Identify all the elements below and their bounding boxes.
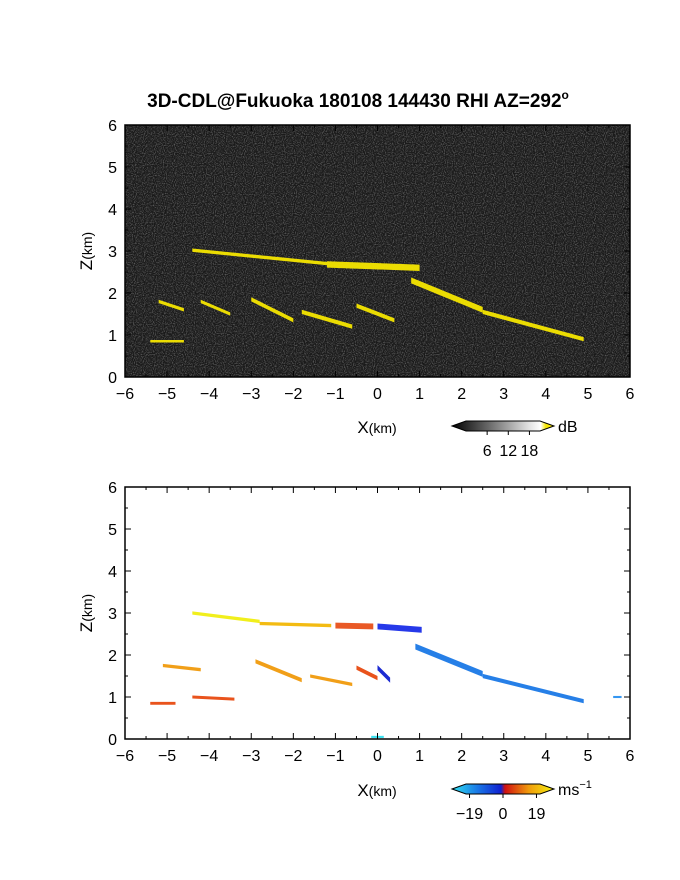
velocity-x-tick-label: 2 <box>457 748 466 765</box>
velocity-x-tick-label: 6 <box>626 748 635 765</box>
velocity-echo-4-1 <box>482 673 584 704</box>
reflectivity-echo-2-0 <box>251 297 294 323</box>
reflectivity-y-tick-label: 5 <box>108 160 117 177</box>
reflectivity-x-tick-label: 5 <box>583 386 592 403</box>
reflectivity-y-tick-labels: 0 1 2 3 4 5 6 <box>108 118 117 387</box>
reflectivity-colorbar-ticks: 6 12 18 <box>483 431 539 460</box>
velocity-y-tick-labels: 0 1 2 3 4 5 6 <box>108 480 117 749</box>
chart-title: 3D-CDL@Fukuoka 180108 144430 RHI AZ=292o <box>147 88 569 112</box>
velocity-echoes <box>150 611 622 738</box>
reflectivity-echo-1-1 <box>482 309 584 342</box>
reflectivity-x-tick-label: −6 <box>116 386 134 403</box>
velocity-echo-4-0 <box>415 643 483 677</box>
velocity-x-tick-label: 1 <box>415 748 424 765</box>
reflectivity-echo-0-0 <box>192 248 327 266</box>
reflectivity-x-tick-label: −5 <box>158 386 176 403</box>
velocity-y-axis-label: Z(km) <box>77 594 96 632</box>
reflectivity-echoes <box>150 248 584 343</box>
velocity-y-tick-label: 0 <box>108 732 117 749</box>
velocity-ticks <box>124 486 631 740</box>
reflectivity-colorbar-unit: dB <box>558 419 578 436</box>
velocity-x-tick-label: −6 <box>116 748 134 765</box>
velocity-colorbar-tick-label: −19 <box>456 806 483 823</box>
velocity-echo-6-0 <box>356 665 378 681</box>
reflectivity-colorbar: 6 12 18 dB <box>450 419 578 460</box>
velocity-y-tick-label: 1 <box>108 690 117 707</box>
velocity-echo-7-0 <box>377 665 391 683</box>
reflectivity-x-tick-label: 4 <box>541 386 550 403</box>
reflectivity-x-tick-label: 1 <box>415 386 424 403</box>
velocity-x-tick-labels: −6 −5 −4 −3 −2 −1 0 1 2 3 4 5 6 <box>116 748 635 765</box>
reflectivity-colorbar-tick-label: 12 <box>499 443 517 460</box>
velocity-echo-3-0 <box>377 623 422 633</box>
reflectivity-echo-2-2 <box>356 303 395 323</box>
velocity-colorbar: −19 0 19 ms−1 <box>450 779 592 823</box>
reflectivity-x-tick-label: 2 <box>457 386 466 403</box>
reflectivity-y-tick-label: 3 <box>108 244 117 261</box>
reflectivity-echo-2-5 <box>150 340 184 343</box>
reflectivity-echo-2-1 <box>301 309 353 329</box>
reflectivity-colorbar-bar <box>450 420 556 432</box>
velocity-echo-0-0 <box>192 611 260 624</box>
reflectivity-echo-2-4 <box>158 299 184 312</box>
reflectivity-echo-2-3 <box>200 299 231 316</box>
velocity-x-tick-label: −4 <box>200 748 218 765</box>
velocity-colorbar-ticks: −19 0 19 <box>456 794 546 823</box>
reflectivity-x-tick-label: −1 <box>326 386 344 403</box>
velocity-y-tick-label: 3 <box>108 606 117 623</box>
velocity-echo-5-1 <box>162 663 201 672</box>
velocity-y-tick-label: 2 <box>108 648 117 665</box>
reflectivity-y-tick-label: 6 <box>108 118 117 135</box>
velocity-x-tick-label: 3 <box>499 748 508 765</box>
velocity-echo-2-0 <box>335 622 374 630</box>
reflectivity-x-tick-label: −4 <box>200 386 218 403</box>
velocity-echo-6-2 <box>192 695 235 701</box>
reflectivity-x-tick-labels: −6 −5 −4 −3 −2 −1 0 1 2 3 4 5 6 <box>116 386 635 403</box>
velocity-x-tick-label: −3 <box>242 748 260 765</box>
velocity-x-tick-label: 0 <box>373 748 382 765</box>
velocity-x-tick-label: −1 <box>326 748 344 765</box>
velocity-colorbar-tick-label: 0 <box>499 806 508 823</box>
reflectivity-colorbar-tick-label: 6 <box>483 443 492 460</box>
reflectivity-y-tick-label: 4 <box>108 202 117 219</box>
reflectivity-y-axis-label: Z(km) <box>77 232 96 270</box>
reflectivity-x-tick-label: 0 <box>373 386 382 403</box>
velocity-y-tick-label: 6 <box>108 480 117 497</box>
velocity-colorbar-tick-label: 19 <box>528 806 546 823</box>
reflectivity-x-tick-label: −2 <box>284 386 302 403</box>
velocity-y-tick-label: 4 <box>108 564 117 581</box>
velocity-colorbar-unit-exponent: −1 <box>579 779 592 791</box>
reflectivity-y-tick-label: 2 <box>108 286 117 303</box>
velocity-echo-8-0 <box>613 695 622 699</box>
velocity-y-tick-label: 5 <box>108 522 117 539</box>
reflectivity-ticks <box>124 124 631 378</box>
reflectivity-echo-1-0 <box>411 277 483 313</box>
velocity-echo-1-0 <box>259 621 332 628</box>
velocity-x-tick-label: 4 <box>541 748 550 765</box>
velocity-echo-5-2 <box>310 674 353 687</box>
velocity-echo-6-1 <box>150 701 176 705</box>
reflectivity-x-tick-label: 6 <box>626 386 635 403</box>
reflectivity-colorbar-tick-label: 18 <box>521 443 539 460</box>
title-degree: o <box>562 88 569 102</box>
reflectivity-x-tick-label: 3 <box>499 386 508 403</box>
reflectivity-x-tick-label: −3 <box>242 386 260 403</box>
velocity-colorbar-bar <box>450 783 556 795</box>
velocity-x-tick-label: −2 <box>284 748 302 765</box>
reflectivity-echo-0-1 <box>327 261 420 271</box>
velocity-x-axis-label: X(km) <box>357 781 396 800</box>
velocity-colorbar-unit: ms−1 <box>558 779 592 799</box>
velocity-x-tick-label: 5 <box>583 748 592 765</box>
velocity-echo-5-0 <box>255 659 302 683</box>
reflectivity-y-tick-label: 0 <box>108 370 117 387</box>
reflectivity-x-axis-label: X(km) <box>357 418 396 437</box>
velocity-x-tick-label: −5 <box>158 748 176 765</box>
reflectivity-y-tick-label: 1 <box>108 328 117 345</box>
